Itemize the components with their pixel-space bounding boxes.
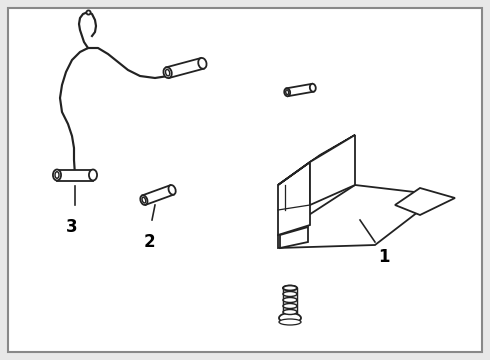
Polygon shape (278, 162, 310, 235)
Ellipse shape (279, 319, 301, 325)
Ellipse shape (283, 292, 297, 297)
Ellipse shape (166, 69, 170, 76)
FancyBboxPatch shape (142, 185, 174, 205)
Ellipse shape (283, 310, 297, 315)
Ellipse shape (283, 303, 297, 309)
Ellipse shape (284, 88, 290, 96)
Ellipse shape (140, 195, 147, 205)
Polygon shape (395, 188, 455, 215)
FancyBboxPatch shape (166, 58, 204, 78)
FancyBboxPatch shape (287, 84, 314, 96)
Ellipse shape (142, 197, 146, 203)
Polygon shape (280, 227, 308, 248)
Text: 1: 1 (378, 248, 390, 266)
Ellipse shape (55, 172, 59, 178)
FancyBboxPatch shape (57, 170, 93, 180)
Ellipse shape (198, 58, 207, 69)
Ellipse shape (53, 170, 61, 180)
Polygon shape (278, 135, 355, 185)
Polygon shape (278, 185, 440, 248)
Ellipse shape (283, 297, 297, 302)
Ellipse shape (286, 90, 289, 95)
Ellipse shape (283, 285, 297, 291)
Text: 3: 3 (66, 218, 78, 236)
Text: 2: 2 (143, 233, 155, 251)
Ellipse shape (283, 285, 297, 291)
Ellipse shape (164, 67, 172, 78)
Polygon shape (310, 135, 355, 205)
Ellipse shape (310, 84, 316, 92)
Ellipse shape (169, 185, 176, 195)
Ellipse shape (89, 170, 97, 180)
Ellipse shape (279, 313, 301, 323)
